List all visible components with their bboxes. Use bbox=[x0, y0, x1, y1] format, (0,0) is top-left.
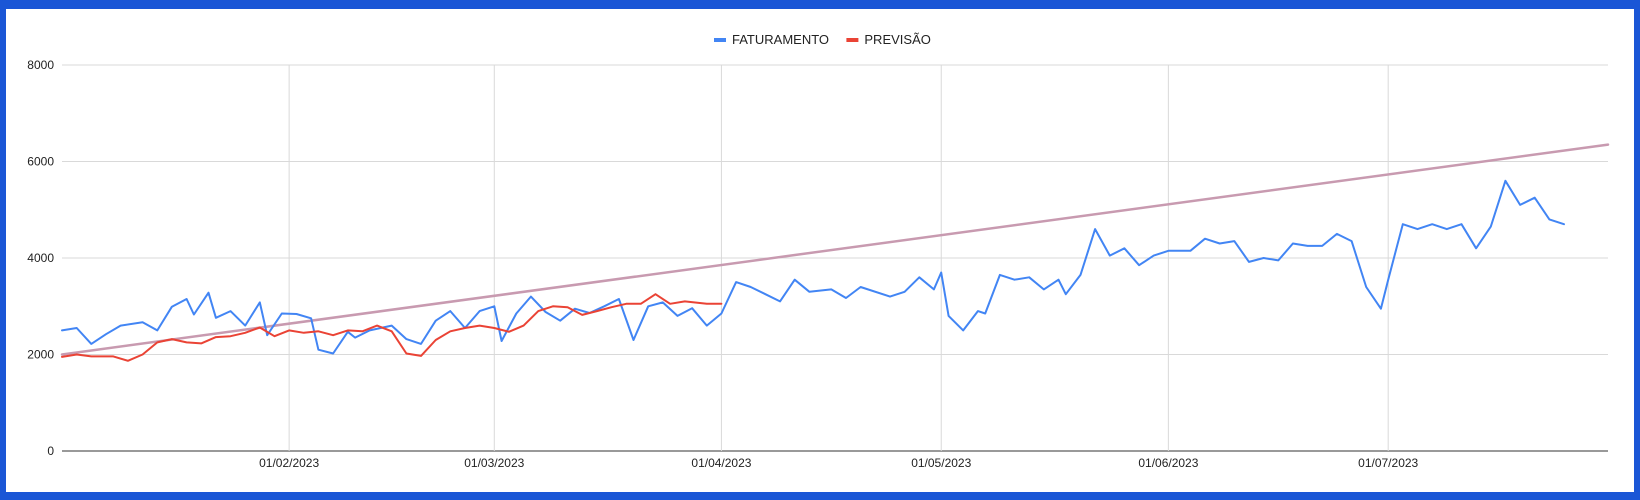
x-tick-label: 01/02/2023 bbox=[259, 456, 319, 470]
y-tick-label: 0 bbox=[47, 444, 54, 458]
legend-swatch bbox=[714, 38, 726, 42]
x-tick-label: 01/07/2023 bbox=[1358, 456, 1418, 470]
x-tick-label: 01/05/2023 bbox=[911, 456, 971, 470]
trendline bbox=[60, 143, 1610, 356]
legend: FATURAMENTO PREVISÃO bbox=[714, 32, 931, 47]
legend-swatch bbox=[846, 38, 859, 42]
series-line-1 bbox=[61, 293, 723, 362]
y-axis-tick-labels: 0 2000 4000 6000 8000 bbox=[27, 58, 54, 458]
x-tick-label: 01/04/2023 bbox=[691, 456, 751, 470]
gridlines bbox=[62, 64, 1608, 452]
y-tick-label: 4000 bbox=[27, 251, 54, 265]
chart-frame: 0 2000 4000 6000 8000 01/02/2023 01/03/2023 01… bbox=[6, 9, 1634, 492]
x-tick-label: 01/03/2023 bbox=[464, 456, 524, 470]
series-line-0 bbox=[61, 179, 1565, 355]
y-tick-label: 8000 bbox=[27, 58, 54, 72]
series-lines bbox=[60, 143, 1610, 362]
legend-label: PREVISÃO bbox=[864, 32, 930, 47]
y-tick-label: 2000 bbox=[27, 348, 54, 362]
x-axis-tick-labels: 01/02/2023 01/03/2023 01/04/2023 01/05/2023… bbox=[259, 456, 1418, 470]
y-tick-label: 6000 bbox=[27, 155, 54, 169]
legend-label: FATURAMENTO bbox=[732, 32, 829, 47]
x-tick-label: 01/06/2023 bbox=[1138, 456, 1198, 470]
